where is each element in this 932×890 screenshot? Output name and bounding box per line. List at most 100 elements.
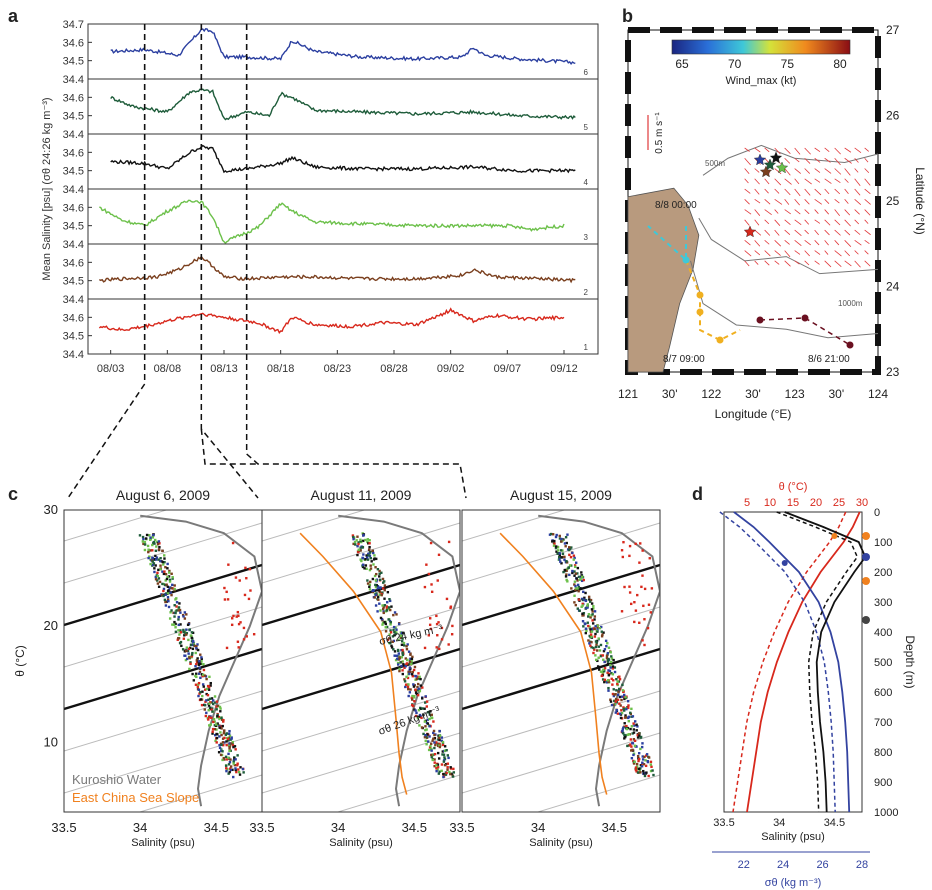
ts-point	[182, 630, 185, 634]
ts-point	[573, 580, 577, 583]
ts-point	[232, 762, 235, 765]
ts-point	[153, 558, 156, 561]
series-label-3: 3	[584, 233, 589, 242]
ts-point	[556, 546, 560, 549]
ts-point	[449, 767, 453, 770]
ts-point	[149, 549, 152, 552]
ts-point	[429, 742, 433, 745]
ts-point	[170, 593, 173, 597]
y-tick-label: 26	[886, 109, 900, 123]
isopycnal	[262, 606, 460, 668]
wind-vector	[804, 209, 810, 215]
legend-ecs-slope: East China Sea Slope	[72, 790, 199, 805]
ts-point	[158, 542, 161, 545]
ts-point	[554, 546, 558, 550]
ts-point	[571, 571, 574, 575]
ts-point	[384, 622, 388, 626]
ts-point	[225, 590, 228, 594]
ts-point	[593, 610, 597, 613]
ts-point	[411, 694, 414, 698]
ts-point	[596, 624, 599, 627]
ts-point	[613, 703, 617, 706]
kuroshio-profile	[140, 514, 262, 807]
ts-point	[143, 541, 147, 544]
ts-point	[229, 767, 232, 770]
ts-point	[607, 646, 611, 649]
ts-point	[622, 695, 626, 698]
wind-vector	[774, 229, 780, 236]
wind-vector	[844, 229, 851, 236]
ts-point	[440, 736, 444, 739]
ts-point	[446, 762, 450, 765]
ts-point	[580, 579, 584, 583]
ts-point	[198, 670, 202, 674]
ts-point	[427, 748, 431, 752]
ts-point	[397, 638, 400, 642]
ts-point	[227, 739, 230, 742]
ts-point	[194, 651, 197, 655]
ts-point	[449, 766, 452, 769]
ts-point	[148, 534, 151, 537]
ts-point	[199, 676, 202, 680]
ts-point	[563, 558, 566, 561]
ts-point	[171, 576, 174, 579]
ts-point	[569, 547, 572, 550]
ts-point	[425, 700, 429, 703]
ts-point	[637, 767, 641, 771]
ts-point	[613, 666, 617, 669]
ts-point	[385, 605, 388, 608]
ts-point	[158, 580, 162, 584]
ts-point	[368, 585, 371, 589]
ts-point	[411, 674, 414, 678]
wind-vector	[844, 199, 849, 204]
ts-point	[371, 549, 374, 553]
ts-point	[166, 575, 169, 579]
isobath-label: 500m	[705, 159, 725, 168]
ts-point	[588, 634, 591, 638]
profile-line-dashed	[719, 511, 836, 813]
ts-point	[175, 601, 179, 604]
ts-point	[382, 581, 385, 584]
ts-point	[184, 658, 188, 662]
ts-point	[425, 563, 428, 566]
depth-tick-label: 600	[874, 687, 892, 699]
ts-point	[402, 644, 406, 647]
ts-point	[586, 621, 589, 624]
ts-point	[227, 772, 230, 775]
ts-point	[230, 742, 233, 745]
mooring-star	[763, 158, 777, 171]
ts-point	[223, 758, 226, 761]
ts-point	[420, 716, 423, 720]
ts-point	[378, 590, 382, 594]
ts-point	[161, 582, 164, 586]
ts-point	[218, 735, 221, 738]
wind-vector	[784, 178, 792, 185]
wind-vector	[794, 188, 801, 197]
ts-point	[634, 768, 638, 772]
ts-point	[624, 735, 627, 739]
ts-point	[593, 627, 596, 631]
ts-point	[225, 743, 228, 747]
ts-point	[423, 720, 427, 723]
ts-point	[555, 533, 558, 537]
ts-point	[614, 711, 617, 714]
ts-point	[196, 657, 199, 660]
ts-point	[166, 585, 170, 589]
ts-point	[175, 605, 178, 608]
ts-point	[440, 763, 444, 766]
x-axis-label: Salinity (psu)	[329, 837, 393, 849]
ts-point	[631, 732, 634, 735]
ts-point	[156, 574, 160, 578]
wind-vector	[754, 198, 761, 204]
ts-point	[646, 760, 650, 764]
ts-point	[606, 671, 609, 675]
ts-point	[208, 724, 211, 727]
ts-point	[619, 704, 622, 707]
ts-point	[376, 568, 380, 571]
wind-vector	[784, 199, 790, 205]
wind-vector	[864, 209, 871, 216]
connector-line	[200, 428, 258, 465]
ts-point	[419, 684, 422, 687]
ts-point	[177, 629, 180, 632]
ts-point	[581, 598, 585, 602]
